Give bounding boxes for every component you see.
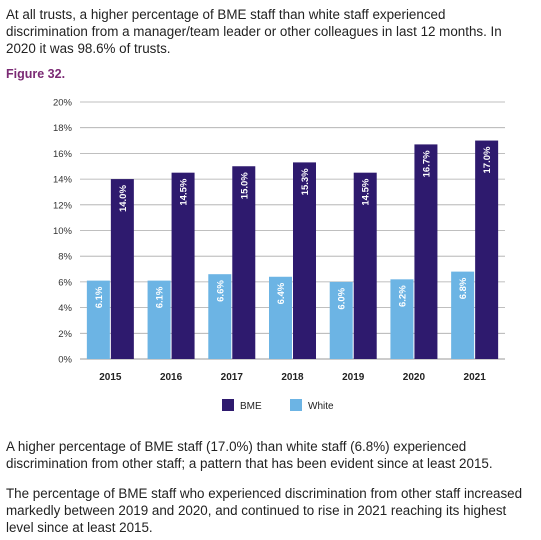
figure-label: Figure 32.	[6, 67, 65, 81]
x-tick-label: 2019	[342, 372, 365, 383]
bar	[110, 179, 134, 359]
legend-label: BME	[240, 401, 262, 412]
value-label: 14.5%	[361, 178, 372, 205]
x-tick-label: 2018	[281, 372, 304, 383]
bar	[232, 166, 256, 359]
bar	[329, 281, 353, 359]
value-label: 6.1%	[94, 286, 105, 308]
value-label: 6.4%	[276, 282, 287, 304]
intro-line: At all trusts, a higher percentage of BM…	[6, 7, 445, 22]
y-tick-label: 6%	[58, 277, 72, 288]
value-label: 15.0%	[239, 172, 250, 199]
legend-label: White	[308, 401, 334, 412]
body-line: level since at least 2015.	[6, 520, 153, 535]
value-label: 6.0%	[337, 287, 348, 309]
intro-line: 2020 it was 98.6% of trusts.	[6, 41, 171, 56]
y-tick-label: 12%	[53, 200, 73, 211]
bar	[451, 271, 475, 359]
body-line: The percentage of BME staff who experien…	[6, 486, 522, 501]
y-tick-label: 10%	[53, 226, 73, 237]
y-tick-label: 8%	[58, 252, 72, 263]
x-tick-label: 2020	[403, 372, 426, 383]
x-tick-label: 2016	[160, 372, 183, 383]
bar	[353, 172, 377, 359]
bar	[390, 279, 414, 359]
value-label: 6.6%	[215, 280, 226, 302]
y-tick-label: 14%	[53, 175, 73, 186]
legend-swatch	[290, 399, 302, 411]
body-line: A higher percentage of BME staff (17.0%)…	[6, 439, 466, 454]
y-tick-label: 0%	[58, 355, 72, 366]
bar	[86, 280, 110, 359]
x-tick-label: 2015	[99, 372, 122, 383]
value-label: 6.2%	[397, 285, 408, 307]
y-tick-label: 2%	[58, 329, 72, 340]
x-tick-label: 2017	[221, 372, 244, 383]
body-line: discrimination from other staff; a patte…	[6, 456, 493, 471]
value-label: 14.0%	[118, 185, 129, 212]
bar	[208, 274, 232, 359]
bar	[147, 280, 171, 359]
y-tick-label: 16%	[53, 149, 73, 160]
y-tick-label: 4%	[58, 303, 72, 314]
body-line: markedly between 2019 and 2020, and cont…	[6, 503, 507, 518]
bar	[475, 140, 499, 359]
y-tick-label: 20%	[53, 98, 73, 109]
intro-line: discrimination from a manager/team leade…	[6, 24, 502, 39]
bar	[269, 276, 292, 359]
value-label: 14.5%	[179, 178, 190, 205]
y-tick-label: 18%	[53, 123, 73, 134]
legend-swatch	[222, 399, 234, 411]
bar	[171, 172, 195, 359]
value-label: 17.0%	[482, 146, 493, 173]
bar	[414, 144, 438, 359]
value-label: 6.8%	[458, 277, 469, 299]
value-label: 6.1%	[155, 286, 166, 308]
bar	[293, 162, 316, 359]
value-label: 16.7%	[421, 150, 432, 177]
value-label: 15.3%	[300, 168, 311, 195]
x-tick-label: 2021	[464, 372, 487, 383]
